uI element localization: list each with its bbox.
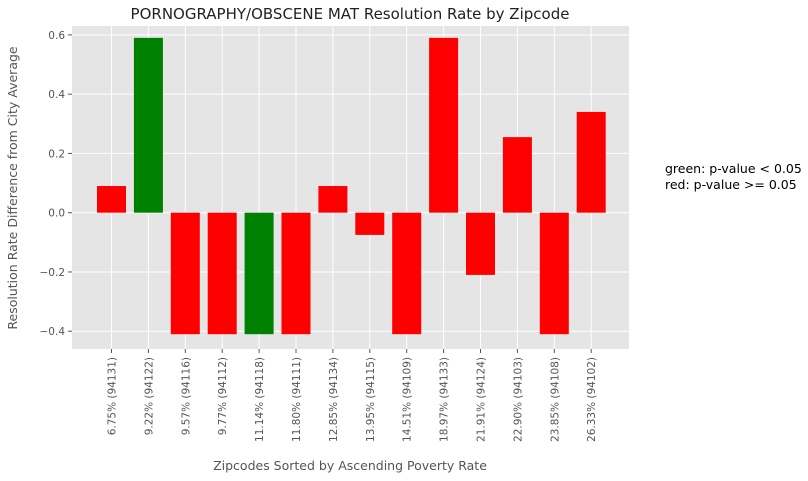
y-tick-label: 0.4 xyxy=(48,89,65,101)
y-axis-label: Resolution Rate Difference from City Ave… xyxy=(5,46,20,330)
y-tick-label: −0.2 xyxy=(40,267,66,279)
bar-8 xyxy=(392,212,422,335)
bar-2 xyxy=(170,212,200,335)
x-tick-label: 9.22% (94122) xyxy=(143,357,155,435)
bar-11 xyxy=(502,137,532,213)
x-tick-label: 22.90% (94103) xyxy=(512,357,524,442)
x-axis-ticks: 6.75% (94131) 9.22% (94122) 9.57% (94116) 9… xyxy=(107,349,598,442)
x-tick-label: 13.95% (94115) xyxy=(365,357,377,442)
x-tick-label: 11.80% (94111) xyxy=(291,357,303,442)
note-red: red: p-value >= 0.05 xyxy=(665,177,797,192)
bar-7 xyxy=(355,212,385,235)
significance-note: green: p-value < 0.05 red: p-value >= 0.0… xyxy=(665,161,802,193)
bar-9 xyxy=(429,37,459,213)
x-tick-label: 21.91% (94124) xyxy=(476,357,488,442)
y-axis-ticks: −0.4 −0.2 0.0 0.2 0.4 0.6 xyxy=(40,30,72,338)
y-tick-label: −0.4 xyxy=(40,326,66,338)
bars xyxy=(97,37,606,335)
x-axis-label: Zipcodes Sorted by Ascending Poverty Rat… xyxy=(213,458,487,473)
bar-6 xyxy=(318,186,348,213)
note-green: green: p-value < 0.05 xyxy=(665,161,802,176)
chart-title: PORNOGRAPHY/OBSCENE MAT Resolution Rate … xyxy=(131,5,570,23)
x-tick-label: 14.51% (94109) xyxy=(402,357,414,442)
x-tick-label: 23.85% (94108) xyxy=(549,357,561,442)
y-tick-label: 0.6 xyxy=(48,30,65,42)
x-tick-label: 11.14% (94118) xyxy=(254,357,266,442)
plot-area xyxy=(72,26,629,349)
bar-13 xyxy=(576,111,606,213)
bar-1 xyxy=(133,37,163,213)
y-tick-label: 0.0 xyxy=(48,208,65,220)
bar-3 xyxy=(207,212,237,335)
x-tick-label: 9.77% (94112) xyxy=(217,357,229,435)
bar-0 xyxy=(97,186,126,213)
bar-4 xyxy=(244,212,274,335)
bar-5 xyxy=(281,212,311,335)
x-tick-label: 12.85% (94134) xyxy=(328,357,340,442)
y-tick-label: 0.2 xyxy=(48,148,65,160)
x-tick-label: 6.75% (94131) xyxy=(107,357,119,435)
bar-12 xyxy=(539,212,569,335)
x-tick-label: 9.57% (94116) xyxy=(180,357,192,435)
bar-10 xyxy=(466,212,495,275)
x-tick-label: 18.97% (94133) xyxy=(439,357,451,442)
x-tick-label: 26.33% (94102) xyxy=(586,357,598,442)
